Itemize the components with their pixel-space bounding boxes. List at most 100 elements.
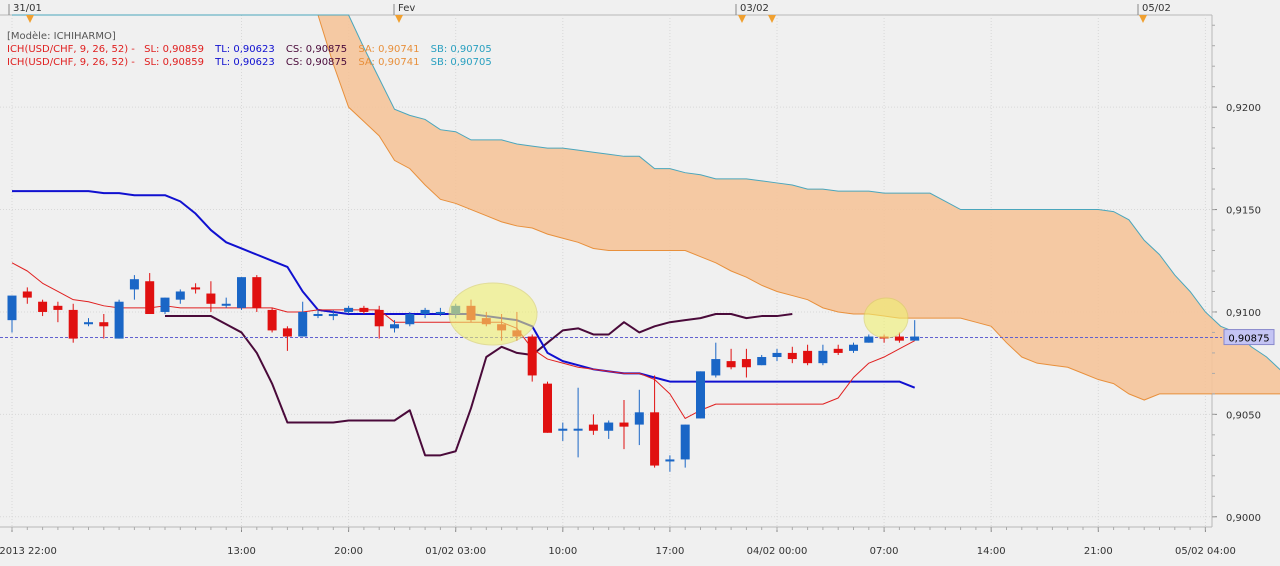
cloud-fill	[12, 15, 1280, 401]
ichimoku-cloud	[12, 14, 1280, 401]
legend-sb: SB: 0,90705	[431, 57, 492, 68]
candle-bull	[680, 424, 690, 460]
legend-tl: TL: 0,90623	[214, 44, 275, 55]
candle-bear	[619, 422, 629, 427]
event-marker-icon	[738, 15, 746, 23]
legend-sl: SL: 0,90859	[144, 57, 204, 68]
candle-bear	[374, 309, 384, 327]
candle-bull	[420, 309, 430, 315]
candle-bull	[772, 352, 782, 358]
candle-bull	[313, 314, 323, 317]
candle-bull	[573, 428, 583, 431]
highlight-circle	[863, 297, 909, 339]
candle-bull	[696, 371, 705, 419]
chikou-line	[165, 313, 793, 457]
candle-bull	[910, 336, 920, 341]
current-price-tag	[1223, 329, 1275, 346]
legend-sa: SA: 0,90741	[358, 44, 419, 55]
x-tick-label: 13:00	[227, 546, 256, 557]
candle-bear	[282, 328, 292, 337]
x-tick-label: 17:00	[655, 546, 684, 557]
candle-bull	[818, 350, 828, 364]
x-tick-label: 05/02 04:00	[1175, 546, 1236, 557]
top-date-label: 31/01	[13, 3, 42, 14]
candle-bull	[390, 324, 399, 329]
candle-bull	[7, 295, 17, 321]
candle-bear	[894, 336, 904, 341]
x-tick-label: 04/02 00:00	[747, 546, 808, 557]
candle-bear	[206, 293, 216, 304]
y-tick-label: 0,9100	[1226, 308, 1261, 319]
x-tick-label: 01/02 03:00	[425, 546, 486, 557]
top-date-label: Fev	[398, 3, 415, 14]
legend-tl: TL: 0,90623	[214, 57, 275, 68]
legend-name: ICH(USD/CHF, 9, 26, 52) -	[7, 57, 135, 68]
candle-bear	[38, 301, 48, 312]
candle-bear	[267, 309, 277, 331]
candle-bull	[864, 336, 874, 343]
legend-row-1: ICH(USD/CHF, 9, 26, 52) - SL: 0,90859 TL…	[7, 44, 492, 55]
candle-bull	[665, 459, 675, 462]
candle-bull	[237, 277, 246, 308]
candle-bear	[833, 348, 843, 353]
legend-model: [Modèle: ICHIHARMO]	[7, 30, 116, 42]
candle-bear	[803, 350, 813, 364]
top-date-axis: 31/01 Fev 03/02 05/02	[8, 3, 1171, 23]
candle-bear	[68, 309, 78, 339]
legend-sa: SA: 0,90741	[358, 57, 419, 68]
top-date-label: 05/02	[1142, 3, 1171, 14]
candle-bull	[634, 412, 644, 425]
candle-bull	[849, 344, 858, 351]
y-tick-label: 0,9050	[1226, 410, 1261, 421]
candle-bear	[588, 424, 598, 431]
candle-bull	[604, 422, 614, 431]
candle-bull	[757, 357, 767, 366]
legend-name: ICH(USD/CHF, 9, 26, 52) -	[7, 44, 135, 55]
candle-bear	[527, 336, 537, 376]
legend-row-2: ICH(USD/CHF, 9, 26, 52) - SL: 0,90859 TL…	[7, 57, 492, 68]
candle-bull	[328, 314, 338, 317]
candle-bull	[298, 311, 308, 337]
candle-bear	[543, 383, 552, 433]
current-price-label: 0,90875	[1228, 334, 1269, 345]
candles	[7, 273, 920, 472]
candle-bull	[405, 314, 415, 325]
legend-cs: CS: 0,90875	[286, 44, 347, 55]
candle-bear	[787, 352, 797, 360]
candle-bear	[99, 322, 109, 327]
candle-bull	[129, 279, 139, 290]
time-axis: 30/01/2013 22:00 13:00 20:00 01/02 03:00 10:…	[0, 527, 1236, 557]
candle-bull	[114, 301, 124, 339]
candle-bear	[252, 277, 262, 308]
y-tick-label: 0,9200	[1226, 103, 1261, 114]
event-marker-icon	[26, 15, 34, 23]
candle-bear	[726, 361, 736, 368]
event-marker-icon	[768, 15, 776, 23]
current-price-marker: 0,90875	[1223, 329, 1275, 346]
x-tick-label: 14:00	[977, 546, 1006, 557]
candle-bear	[359, 307, 369, 312]
legend: [Modèle: ICHIHARMO] ICH(USD/CHF, 9, 26, …	[7, 30, 492, 68]
senkou-b-line	[12, 14, 1280, 371]
highlight-circle	[448, 282, 538, 346]
candle-bull	[160, 297, 170, 312]
candle-bull	[558, 428, 568, 431]
candle-bull	[221, 303, 231, 306]
x-tick-label: 07:00	[870, 546, 899, 557]
candle-bull	[711, 359, 721, 376]
candle-bear	[53, 305, 63, 310]
candle-bear	[741, 359, 751, 368]
x-tick-label: 20:00	[334, 546, 363, 557]
x-tick-label: 30/01/2013 22:00	[0, 546, 57, 557]
candle-bear	[145, 281, 155, 315]
candle-bear	[191, 287, 201, 290]
y-tick-label: 0,9150	[1226, 206, 1261, 217]
top-date-label: 03/02	[740, 3, 769, 14]
candle-bear	[650, 412, 660, 466]
candle-bull	[344, 307, 354, 312]
legend-sb: SB: 0,90705	[431, 44, 492, 55]
candle-bull	[84, 322, 93, 325]
x-tick-label: 10:00	[548, 546, 577, 557]
